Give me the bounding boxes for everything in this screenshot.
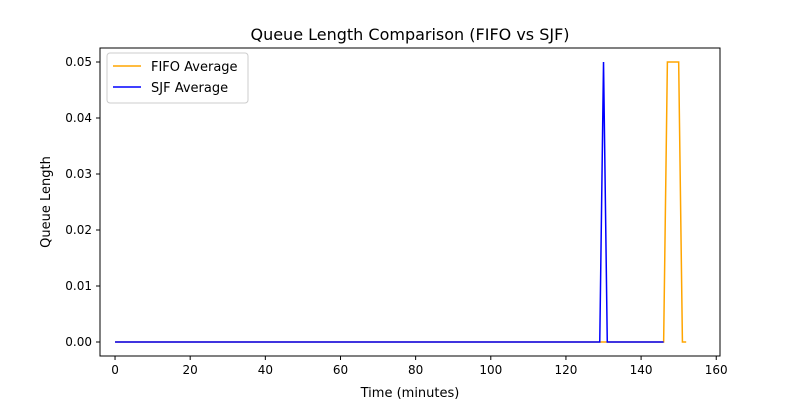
x-tick-label: 60 <box>333 363 348 377</box>
x-tick-label: 0 <box>111 363 119 377</box>
y-tick-label: 0.01 <box>65 279 92 293</box>
x-tick-label: 100 <box>479 363 502 377</box>
legend-label: SJF Average <box>151 81 228 96</box>
x-axis-label: Time (minutes) <box>360 386 460 400</box>
y-axis-label: Queue Length <box>39 156 54 248</box>
plot-frame <box>99 47 721 357</box>
y-tick-label: 0.04 <box>65 111 92 125</box>
legend-label: FIFO Average <box>151 60 238 75</box>
series-line-sjf-average <box>115 61 664 343</box>
x-tick-label: 20 <box>183 363 198 377</box>
chart-title: Queue Length Comparison (FIFO vs SJF) <box>250 25 569 44</box>
x-axis: 0 20 40 60 80 100 120 140 160 <box>111 356 728 377</box>
y-tick-label: 0.03 <box>65 167 92 181</box>
legend: FIFO Average SJF Average <box>106 52 249 104</box>
x-tick-label: 140 <box>630 363 653 377</box>
x-tick-label: 40 <box>258 363 273 377</box>
y-tick-label: 0.05 <box>65 55 92 69</box>
y-tick-label: 0.02 <box>65 223 92 237</box>
legend-box <box>106 52 249 104</box>
y-tick-label: 0.00 <box>65 335 92 349</box>
y-axis: 0.00 0.01 0.02 0.03 0.04 0.05 <box>65 55 100 349</box>
series-layer <box>115 61 687 343</box>
plot-area <box>99 47 721 357</box>
x-tick-label: 120 <box>554 363 577 377</box>
x-tick-label: 160 <box>705 363 728 377</box>
x-tick-label: 80 <box>408 363 423 377</box>
